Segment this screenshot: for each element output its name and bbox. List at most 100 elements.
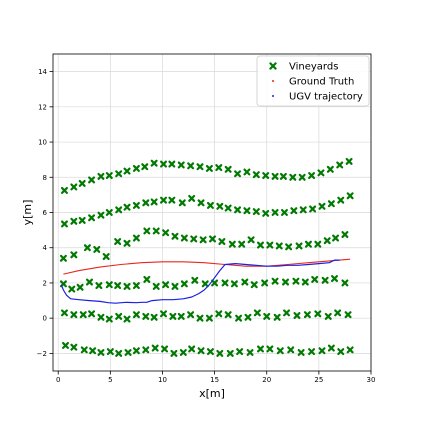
vineyard-marker — [344, 311, 352, 319]
vineyard-marker — [168, 160, 176, 168]
vineyard-marker — [301, 278, 309, 286]
vineyard-marker — [97, 349, 105, 357]
vineyard-marker — [123, 167, 131, 175]
vineyard-marker — [123, 203, 131, 211]
vineyard-marker — [271, 277, 279, 285]
vineyard-marker — [78, 179, 86, 187]
ugv-trajectory-line — [60, 259, 340, 304]
vineyard-marker — [115, 170, 123, 178]
vineyard-marker — [188, 194, 196, 202]
vineyard-marker — [97, 313, 105, 321]
plot-frame — [52, 53, 372, 372]
vineyard-marker — [188, 345, 196, 353]
vineyard-marker — [311, 275, 319, 283]
vineyard-marker — [60, 309, 68, 317]
vineyard-marker — [88, 176, 96, 184]
vineyard-marker — [180, 280, 188, 288]
vineyard-marker — [205, 164, 213, 172]
vineyard-marker — [178, 199, 186, 207]
vineyard-marker — [197, 347, 205, 355]
y-tick-label: 12 — [38, 103, 47, 111]
vineyard-marker — [191, 276, 199, 284]
vineyard-marker — [132, 282, 140, 290]
vineyard-marker — [331, 275, 339, 283]
vineyard-marker — [105, 172, 113, 180]
vineyard-marker — [234, 206, 242, 214]
vineyard-marker — [205, 314, 213, 322]
vineyard-marker — [177, 312, 185, 320]
vineyard-marker — [323, 237, 331, 245]
vineyard-marker — [105, 209, 113, 216]
vineyard-marker — [60, 220, 68, 228]
x-tick-label: 15 — [210, 376, 219, 384]
legend-vineyards-label: Vineyards — [289, 62, 338, 73]
vineyard-marker — [105, 315, 113, 323]
vineyard-marker — [276, 347, 284, 355]
vineyard-marker — [309, 205, 317, 213]
vineyard-marker — [314, 240, 322, 248]
vineyard-marker — [341, 231, 349, 239]
vineyard-marker — [246, 349, 254, 357]
vineyard-marker — [177, 161, 185, 169]
y-tick-label: −2 — [37, 350, 47, 358]
vineyard-marker — [346, 346, 354, 354]
vineyard-marker — [295, 242, 303, 250]
vineyard-marker — [282, 278, 290, 286]
vineyard-marker — [298, 173, 306, 181]
vineyard-marker — [318, 202, 326, 210]
vineyard-marker — [115, 206, 123, 214]
vineyard-marker — [143, 275, 151, 283]
vineyard-marker — [241, 278, 249, 286]
vineyard-marker — [234, 170, 242, 178]
vineyard-marker — [243, 168, 251, 176]
vineyard-marker — [235, 314, 243, 322]
vineyard-marker — [224, 204, 232, 212]
vineyard-marker — [228, 240, 236, 248]
vineyard-marker — [324, 312, 332, 320]
legend-ugv-trajectory-label: UGV trajectory — [289, 92, 363, 103]
vineyard-marker — [262, 209, 270, 217]
vineyard-marker — [93, 245, 101, 253]
vineyard-marker — [162, 229, 170, 237]
vineyard-marker — [123, 239, 131, 247]
vineyard-marker — [279, 172, 287, 180]
vineyard-marker — [345, 157, 353, 165]
vineyard-marker — [102, 253, 110, 261]
vineyard-marker — [287, 346, 295, 354]
vineyard-marker — [216, 202, 224, 210]
vineyard-marker — [151, 344, 159, 352]
legend-ground-truth-label: Ground Truth — [289, 77, 354, 88]
vineyard-marker — [105, 281, 113, 289]
vineyard-marker — [215, 310, 223, 318]
vineyard-marker — [60, 186, 68, 194]
vineyard-marker — [123, 282, 131, 290]
vineyard-marker — [221, 279, 229, 287]
vineyard-marker — [115, 349, 123, 357]
vineyard-marker — [85, 278, 93, 286]
vineyard-marker — [187, 162, 195, 170]
vineyard-marker — [80, 346, 88, 354]
vineyard-marker — [273, 313, 281, 321]
vineyard-marker — [83, 244, 91, 252]
vineyard-marker — [70, 217, 78, 225]
vineyard-marker — [243, 207, 251, 215]
vineyard-marker — [152, 282, 160, 290]
vineyard-marker — [230, 280, 238, 288]
legend: Vineyards Ground Truth UGV trajectory — [256, 55, 370, 107]
vineyard-marker — [114, 282, 122, 290]
vineyard-marker — [266, 345, 274, 353]
vineyard-marker — [271, 172, 279, 180]
vineyard-marker — [97, 172, 105, 180]
x-tick-label: 5 — [108, 376, 112, 384]
vineyard-marker — [201, 280, 209, 288]
vineyard-marker — [299, 206, 307, 214]
vineyard-marker — [162, 281, 170, 289]
vineyard-marker — [76, 283, 84, 291]
vineyard-marker — [321, 276, 329, 284]
vineyard-marker — [132, 164, 140, 172]
vineyard-marker — [261, 279, 269, 287]
x-tick-label: 10 — [158, 376, 167, 384]
y-tick-label: 2 — [43, 279, 47, 287]
vineyard-marker — [292, 277, 300, 285]
